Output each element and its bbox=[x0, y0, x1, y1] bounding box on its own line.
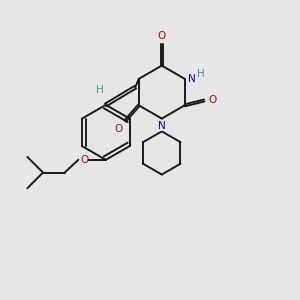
Text: N: N bbox=[188, 74, 195, 84]
Text: O: O bbox=[158, 31, 166, 41]
Text: H: H bbox=[96, 85, 104, 95]
Text: H: H bbox=[197, 69, 205, 79]
Text: N: N bbox=[158, 121, 166, 130]
Text: O: O bbox=[114, 124, 122, 134]
Text: O: O bbox=[208, 95, 217, 105]
Text: O: O bbox=[80, 155, 88, 165]
